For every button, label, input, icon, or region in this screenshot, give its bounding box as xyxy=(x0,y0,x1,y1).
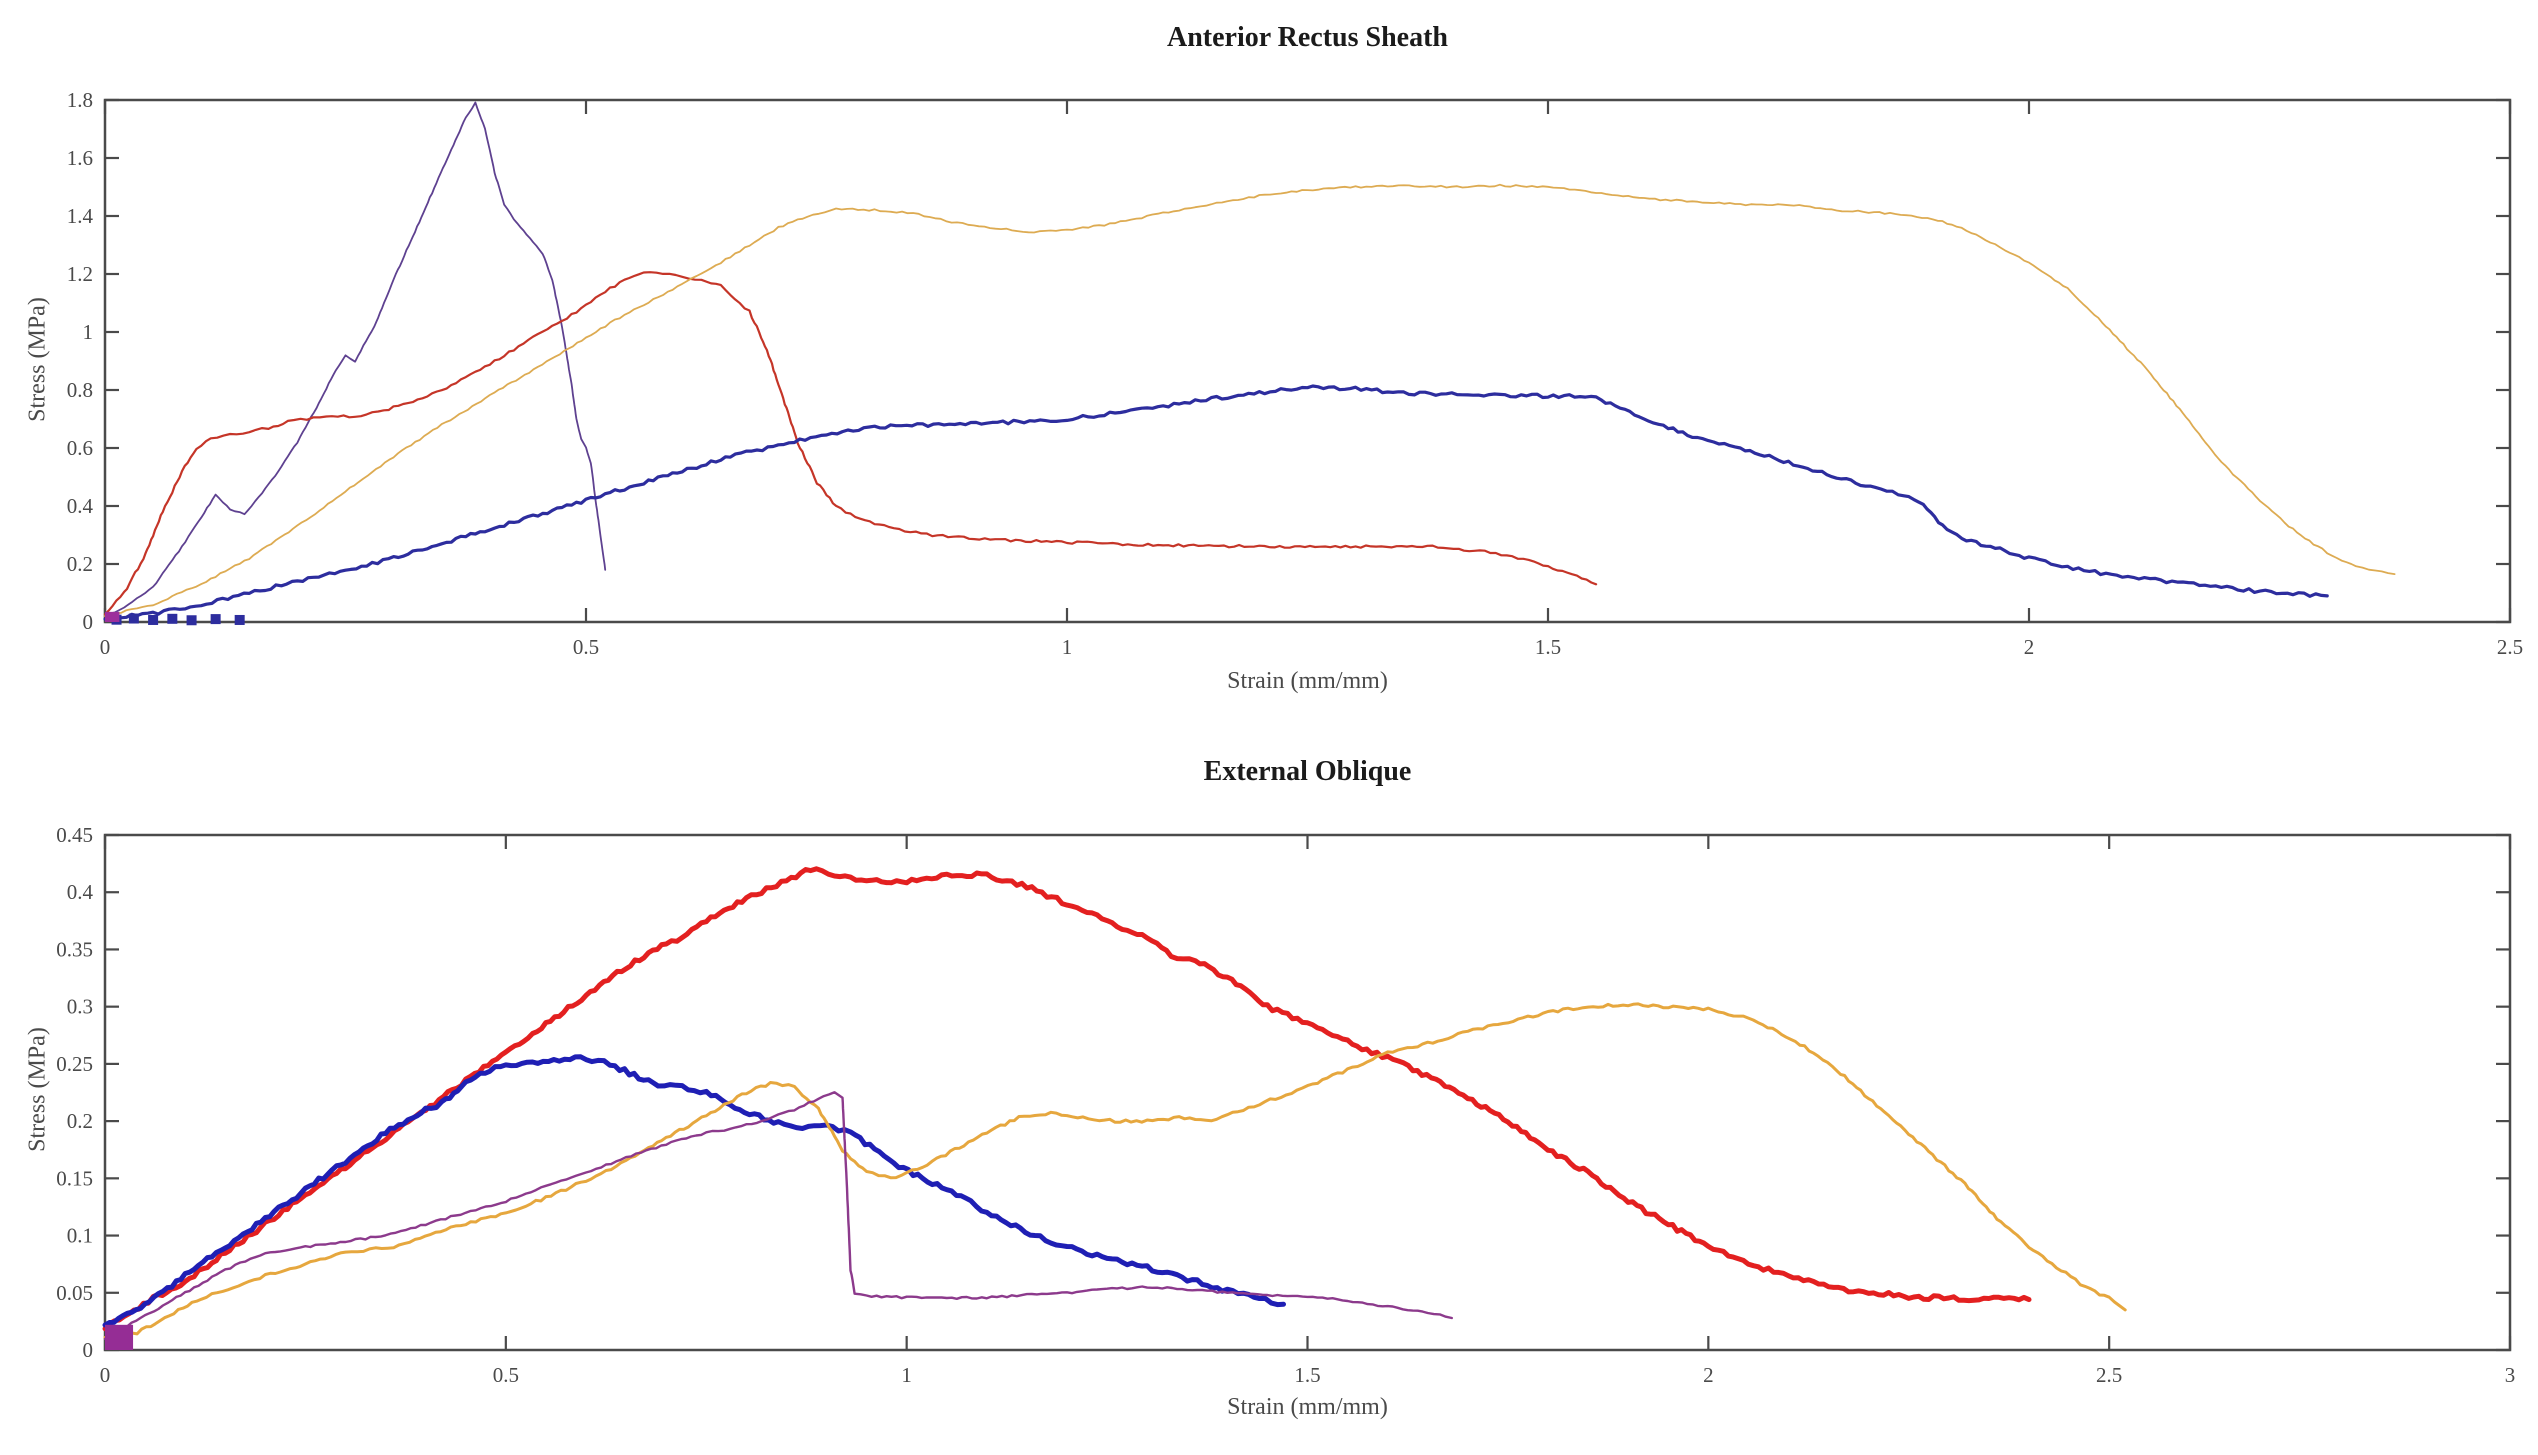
svg-text:1.5: 1.5 xyxy=(1294,1363,1320,1387)
plot-area: 0 0.5 1 1.5 2 2.5 0 0.2 0.4 0.6 0.8 1 1.2 1.4 1.6 1.8 xyxy=(67,88,2523,659)
svg-text:0.1: 0.1 xyxy=(67,1224,93,1248)
series-specimen-red xyxy=(102,866,2032,1332)
svg-text:0.4: 0.4 xyxy=(67,880,94,904)
svg-text:0.15: 0.15 xyxy=(56,1166,93,1190)
series-specimen-red xyxy=(103,271,1598,616)
chart-title: Anterior Rectus Sheath xyxy=(1166,22,1448,53)
svg-text:0.5: 0.5 xyxy=(573,635,599,659)
svg-text:0.25: 0.25 xyxy=(56,1052,93,1076)
svg-text:1.8: 1.8 xyxy=(67,88,93,112)
svg-text:2.5: 2.5 xyxy=(2497,635,2523,659)
svg-text:0.4: 0.4 xyxy=(67,494,94,518)
series-specimen-orange xyxy=(103,1002,2127,1340)
svg-text:0: 0 xyxy=(100,1363,111,1387)
svg-text:1.5: 1.5 xyxy=(1535,635,1561,659)
plot-area: 0 0.5 1 1.5 2 2.5 3 0 0.05 0.1 0.15 0.2 0.25 0.3 0.35 0… xyxy=(56,823,2516,1387)
svg-text:1.4: 1.4 xyxy=(67,204,94,228)
svg-text:0: 0 xyxy=(83,1338,94,1362)
origin-data-cluster xyxy=(105,1324,134,1350)
svg-text:1.6: 1.6 xyxy=(67,146,93,170)
svg-text:2.5: 2.5 xyxy=(2096,1363,2122,1387)
svg-text:0.8: 0.8 xyxy=(67,378,93,402)
series-specimen-blue xyxy=(103,384,2329,621)
svg-text:1.2: 1.2 xyxy=(67,262,93,286)
svg-text:1: 1 xyxy=(1062,635,1073,659)
svg-text:0: 0 xyxy=(83,610,94,634)
svg-text:0.45: 0.45 xyxy=(56,823,93,847)
svg-text:0.2: 0.2 xyxy=(67,1109,93,1133)
svg-text:0.6: 0.6 xyxy=(67,436,93,460)
svg-text:1: 1 xyxy=(83,320,94,344)
svg-text:0.35: 0.35 xyxy=(56,937,93,961)
x-axis-label: Strain (mm/mm) xyxy=(1227,668,1388,694)
svg-text:0.5: 0.5 xyxy=(493,1363,519,1387)
svg-text:2: 2 xyxy=(2024,635,2035,659)
svg-text:3: 3 xyxy=(2505,1363,2516,1387)
origin-data-point xyxy=(234,614,245,625)
x-axis-label: Strain (mm/mm) xyxy=(1227,1394,1388,1420)
svg-text:0: 0 xyxy=(100,635,111,659)
series-specimen-blue xyxy=(102,1054,1286,1328)
series-specimen-orange xyxy=(104,183,2396,617)
origin-data-point xyxy=(128,613,139,624)
svg-text:0.3: 0.3 xyxy=(67,995,93,1019)
svg-text:0.05: 0.05 xyxy=(56,1281,93,1305)
svg-text:0.2: 0.2 xyxy=(67,552,93,576)
origin-data-point xyxy=(210,614,221,625)
origin-data-point xyxy=(186,615,197,626)
series-specimen-purple xyxy=(103,1091,1453,1340)
series-specimen-purple xyxy=(104,101,607,617)
origin-data-point xyxy=(148,614,159,625)
svg-text:1: 1 xyxy=(901,1363,912,1387)
chart-title: External Oblique xyxy=(1203,756,1412,787)
svg-text:2: 2 xyxy=(1703,1363,1714,1387)
origin-data-cluster xyxy=(105,611,120,622)
origin-data-point xyxy=(167,613,178,624)
